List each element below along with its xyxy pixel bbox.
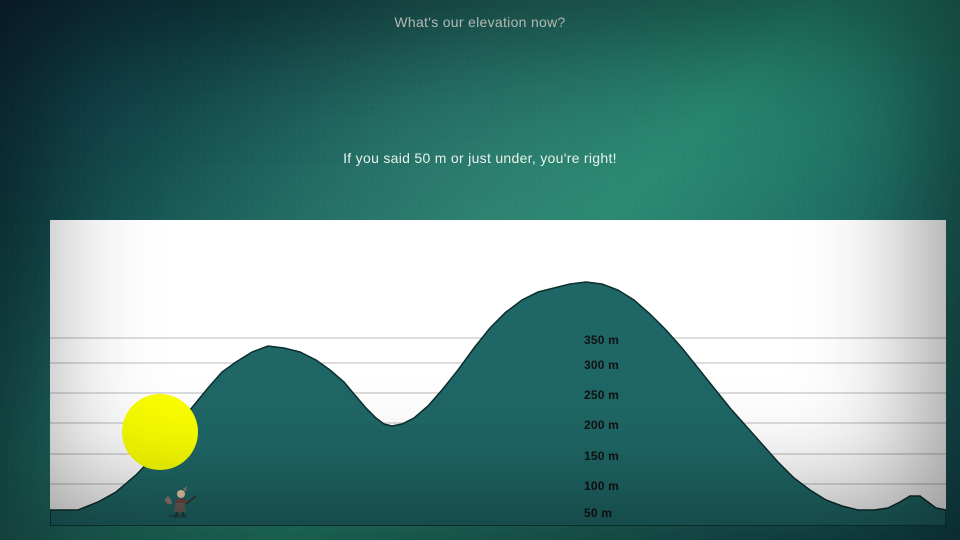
sun-icon xyxy=(122,394,198,470)
elev-label-150: 150 m xyxy=(584,449,619,463)
mountain-svg xyxy=(50,220,946,526)
elev-label-300: 300 m xyxy=(584,358,619,372)
slide-background: What's our elevation now? If you said 50… xyxy=(0,0,960,540)
elev-label-50: 50 m xyxy=(584,506,612,520)
answer-text: If you said 50 m or just under, you're r… xyxy=(0,150,960,166)
elev-label-250: 250 m xyxy=(584,388,619,402)
elevation-chart: 350 m 300 m 250 m 200 m 150 m 100 m 50 m xyxy=(50,220,946,526)
elev-label-100: 100 m xyxy=(584,479,619,493)
question-text: What's our elevation now? xyxy=(0,14,960,30)
elev-label-200: 200 m xyxy=(584,418,619,432)
elev-label-350: 350 m xyxy=(584,333,619,347)
hiker-icon xyxy=(166,486,200,518)
